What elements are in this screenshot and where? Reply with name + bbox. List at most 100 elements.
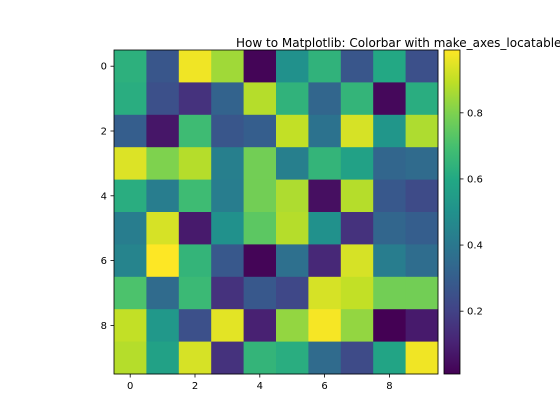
heatmap-cell xyxy=(340,276,374,310)
colorbar-tick-label: 0.4 xyxy=(467,241,483,252)
heatmap-cell xyxy=(276,276,309,310)
heatmap-cell xyxy=(308,341,342,375)
heatmap-cell xyxy=(211,147,244,180)
heatmap-cell xyxy=(308,147,342,180)
heatmap-cell xyxy=(276,114,309,148)
heatmap-cell xyxy=(308,212,342,245)
heatmap-cell xyxy=(276,244,309,278)
heatmap-cell xyxy=(340,309,374,342)
heatmap-cell xyxy=(308,276,342,310)
heatmap-cell xyxy=(373,147,406,180)
heatmap-cell xyxy=(340,82,374,116)
heatmap-cell xyxy=(405,179,439,213)
heatmap-cell xyxy=(373,276,406,310)
heatmap-cell xyxy=(276,179,309,213)
heatmap-cell xyxy=(340,212,374,245)
x-tick-label: 8 xyxy=(386,381,392,392)
heatmap-cell xyxy=(276,50,309,83)
heatmap-cell xyxy=(178,147,212,180)
heatmap-cell xyxy=(243,82,277,116)
heatmap-cell xyxy=(211,309,244,342)
heatmap-cell xyxy=(405,50,439,83)
heatmap-cell xyxy=(340,341,374,375)
heatmap-cell xyxy=(276,341,309,375)
heatmap-cell xyxy=(243,276,277,310)
heatmap-cell xyxy=(146,244,180,278)
heatmap-cell xyxy=(243,179,277,213)
heatmap-cell xyxy=(373,179,406,213)
heatmap-cell xyxy=(243,244,277,278)
heatmap-cell xyxy=(114,147,147,180)
heatmap-cell xyxy=(146,179,180,213)
heatmap-cell xyxy=(243,309,277,342)
heatmap-cell xyxy=(340,179,374,213)
heatmap-cell xyxy=(405,244,439,278)
heatmap-cell xyxy=(373,114,406,148)
colorbar xyxy=(443,49,461,375)
heatmap-cell xyxy=(178,309,212,342)
heatmap-cell xyxy=(211,82,244,116)
heatmap-cell xyxy=(211,50,244,83)
heatmap-cell xyxy=(308,82,342,116)
heatmap-cell xyxy=(243,147,277,180)
heatmap-cell xyxy=(405,114,439,148)
heatmap-cell xyxy=(114,82,147,116)
heatmap-cell xyxy=(211,341,244,375)
heatmap-cell xyxy=(276,82,309,116)
heatmap-cell xyxy=(178,179,212,213)
colorbar-tick-label: 0.8 xyxy=(467,108,483,119)
heatmap-cell xyxy=(211,276,244,310)
heatmap-cell xyxy=(114,212,147,245)
heatmap-cell xyxy=(178,50,212,83)
chart-title: How to Matplotlib: Colorbar with make_ax… xyxy=(236,36,560,50)
heatmap-cell xyxy=(308,50,342,83)
heatmap-cell xyxy=(114,179,147,213)
heatmap-cell xyxy=(373,82,406,116)
heatmap-cell xyxy=(114,114,147,148)
heatmap-cell xyxy=(146,147,180,180)
heatmap-cell xyxy=(146,212,180,245)
heatmap-cell xyxy=(114,276,147,310)
heatmap-cell xyxy=(146,276,180,310)
heatmap-cell xyxy=(340,147,374,180)
colorbar-axis: 0.2 0.4 0.6 0.8 xyxy=(460,108,483,318)
heatmap-cell xyxy=(114,244,147,278)
y-axis: 0 2 4 6 8 xyxy=(101,62,114,332)
heatmap-cell xyxy=(373,309,406,342)
heatmap-cell xyxy=(178,276,212,310)
heatmap-cell xyxy=(276,212,309,245)
colorbar-tick-label: 0.2 xyxy=(467,307,483,318)
heatmap-cell xyxy=(405,82,439,116)
heatmap-cell xyxy=(405,309,439,342)
heatmap-cell xyxy=(243,114,277,148)
heatmap-cell xyxy=(114,341,147,375)
heatmap-cell xyxy=(178,114,212,148)
heatmap-cell xyxy=(308,244,342,278)
heatmap-cell xyxy=(340,114,374,148)
heatmap-cell xyxy=(211,212,244,245)
heatmap-cell xyxy=(178,82,212,116)
heatmap-cell xyxy=(373,244,406,278)
heatmap-cell xyxy=(308,114,342,148)
heatmap-cell xyxy=(276,147,309,180)
heatmap-frame xyxy=(113,49,439,375)
heatmap-cell xyxy=(146,341,180,375)
x-tick-label: 4 xyxy=(257,381,263,392)
heatmap-cell xyxy=(114,309,147,342)
y-tick-label: 0 xyxy=(101,62,107,73)
heatmap-cell xyxy=(211,244,244,278)
heatmap-cell xyxy=(405,212,439,245)
heatmap-cell xyxy=(146,309,180,342)
heatmap-cell xyxy=(114,50,147,83)
y-tick-label: 4 xyxy=(101,191,107,202)
x-tick-label: 6 xyxy=(321,381,327,392)
heatmap-cell xyxy=(178,212,212,245)
heatmap-cell xyxy=(243,341,277,375)
y-tick-label: 2 xyxy=(101,127,107,138)
heatmap-cell xyxy=(211,114,244,148)
y-tick-label: 6 xyxy=(101,256,107,267)
heatmap-cell xyxy=(308,179,342,213)
heatmap-cell xyxy=(340,244,374,278)
x-tick-label: 0 xyxy=(127,381,133,392)
